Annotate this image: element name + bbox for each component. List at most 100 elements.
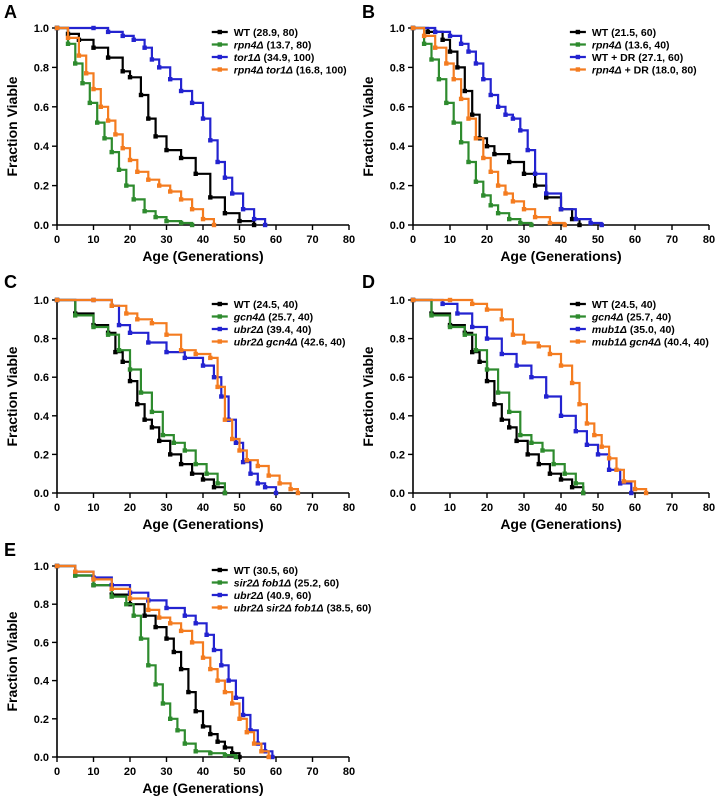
data-point: [481, 77, 486, 82]
legend-label: WT (24.5, 40): [234, 299, 298, 311]
legend-label-stats: + DR (27.1, 60): [608, 52, 683, 64]
data-point: [219, 394, 224, 399]
data-point: [127, 378, 133, 384]
data-point: [477, 359, 482, 364]
data-point: [131, 37, 136, 42]
data-point: [116, 167, 122, 172]
data-point: [65, 35, 71, 41]
y-tick-label: 0.8: [34, 334, 49, 346]
data-point: [536, 461, 541, 467]
data-point: [219, 663, 224, 668]
data-point: [178, 666, 184, 672]
data-point: [262, 485, 268, 490]
x-axis-title: Age (Generations): [142, 248, 263, 264]
data-point: [146, 116, 151, 121]
legend-label-genotype: ubr2Δ gcn4Δ: [234, 337, 298, 349]
data-point: [255, 481, 260, 486]
x-tick-label: 60: [629, 502, 641, 514]
data-point: [116, 322, 122, 328]
x-tick-label: 70: [306, 502, 318, 514]
data-point: [164, 349, 169, 355]
data-point: [208, 355, 213, 361]
panel-a: A 0 10 20 30 40 50 60 70 80 0.0 0.2 0.4 0.6 0.8 1.0 Age …: [4, 2, 355, 264]
data-point: [618, 481, 623, 486]
data-point: [510, 116, 516, 121]
data-point: [251, 222, 257, 228]
data-point: [503, 191, 508, 196]
data-point: [488, 92, 493, 98]
series-3: [410, 297, 649, 496]
data-point: [447, 33, 453, 39]
data-point: [569, 485, 575, 490]
y-tick-label: 0.2: [34, 449, 49, 461]
legend-label-main: WT: [592, 299, 609, 311]
x-tick-label: 30: [160, 766, 172, 778]
data-point: [200, 724, 206, 729]
data-point: [244, 458, 249, 463]
data-point: [248, 471, 253, 476]
data-point: [495, 104, 501, 109]
legend-label-genotype: rpn4Δ tor1Δ: [234, 65, 293, 77]
data-point: [193, 749, 198, 754]
y-tick-label: 0.2: [34, 181, 49, 193]
x-axis-title: Age (Generations): [142, 516, 263, 532]
legend-label-genotype: tor1Δ: [234, 52, 261, 64]
data-point: [211, 222, 217, 228]
legend: WT (28.9, 80)rpn4Δ (13.7, 80)tor1Δ (34.9…: [211, 27, 347, 77]
y-tick-label: 0.0: [390, 488, 405, 500]
legend-label: mub1Δ (35.0, 40): [592, 324, 675, 336]
data-point: [599, 222, 604, 228]
y-tick-label: 0.4: [34, 411, 50, 423]
data-point: [164, 147, 169, 153]
x-tick-label: 50: [233, 502, 245, 514]
x-tick-label: 0: [54, 502, 60, 514]
data-point: [178, 461, 184, 467]
data-point: [109, 586, 114, 592]
data-point: [200, 363, 206, 368]
y-tick-label: 1.0: [390, 23, 405, 35]
data-point: [127, 75, 133, 80]
data-point: [248, 728, 253, 733]
data-point: [569, 216, 575, 222]
legend-label: gcn4Δ (25.7, 40): [591, 312, 671, 324]
data-point: [473, 136, 479, 141]
series-3: [54, 297, 301, 496]
data-point: [233, 695, 239, 700]
data-point: [135, 402, 140, 407]
legend-label: sir2Δ fob1Δ (25.2, 60): [234, 578, 339, 590]
data-point: [164, 332, 169, 337]
data-point: [240, 459, 246, 465]
data-point: [558, 363, 564, 368]
data-point: [251, 216, 257, 222]
legend-label-stats: (25.7, 40): [265, 312, 313, 324]
y-tick-label: 0.4: [34, 676, 50, 688]
data-point: [237, 218, 242, 224]
x-tick-label: 70: [666, 234, 678, 246]
legend-marker: [217, 67, 222, 72]
series-1: [54, 25, 195, 228]
data-point: [573, 216, 578, 222]
data-point: [182, 355, 187, 361]
y-tick-label: 0.6: [390, 372, 405, 384]
data-point: [488, 203, 493, 208]
x-tick-label: 50: [233, 234, 245, 246]
data-point: [116, 348, 122, 353]
legend-label: WT (24.5, 40): [592, 299, 656, 311]
data-point: [91, 45, 96, 50]
x-tick-label: 10: [444, 234, 456, 246]
data-point: [470, 324, 475, 330]
data-point: [518, 220, 523, 226]
y-tick-label: 0.4: [390, 141, 406, 153]
data-point: [178, 88, 184, 94]
data-point: [507, 409, 512, 415]
data-point: [127, 596, 133, 601]
data-point: [127, 330, 133, 335]
data-point: [562, 222, 567, 228]
y-tick-label: 0.2: [390, 449, 405, 461]
data-point: [470, 301, 475, 307]
series-1: [54, 297, 228, 496]
data-point: [157, 438, 162, 444]
x-tick-label: 0: [54, 234, 60, 246]
legend-label-stats: (39.4, 40): [264, 324, 312, 336]
panel-letter: A: [4, 2, 17, 22]
